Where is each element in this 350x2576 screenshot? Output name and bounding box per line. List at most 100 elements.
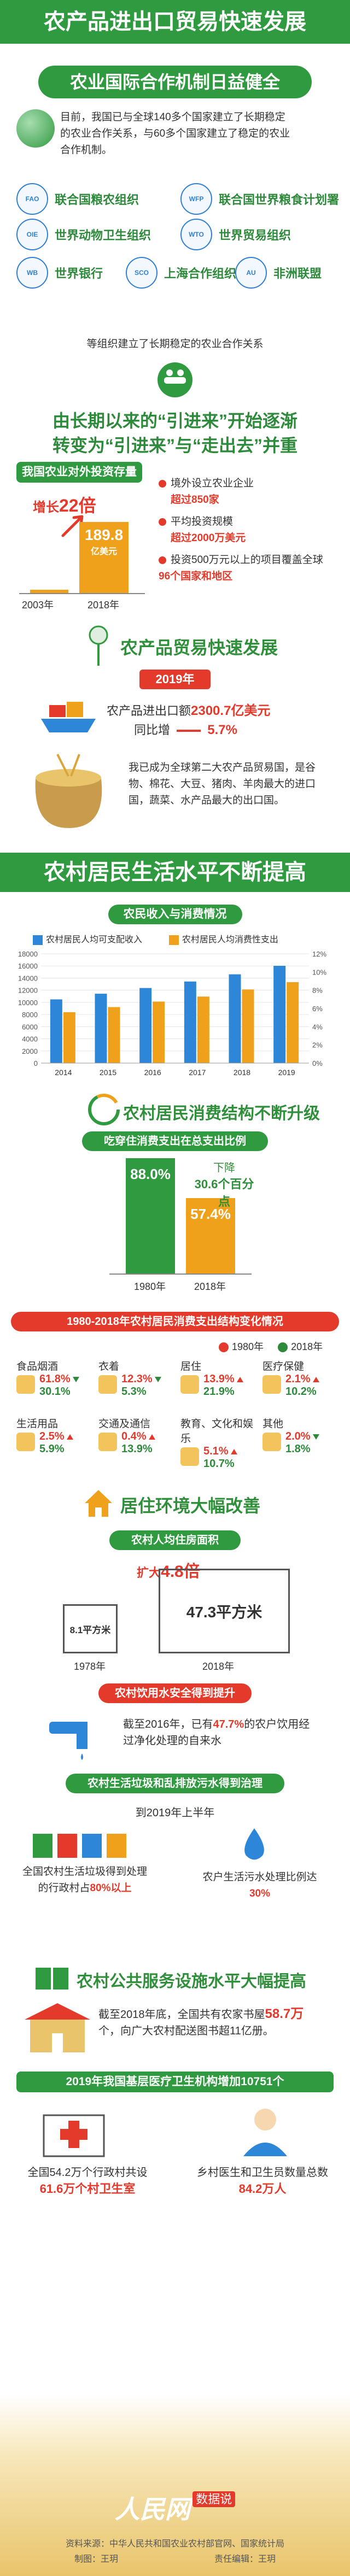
area-value-2018: 47.3平方米	[186, 1604, 262, 1621]
consumption-value-1980: 2.0%	[262, 1430, 345, 1443]
globe-icon	[16, 109, 55, 148]
legend-1980-swatch	[219, 1342, 229, 1353]
consumption-item: 生活用品 2.5% 5.9%	[16, 1416, 98, 1456]
org-name: 世界动物卫生组织	[55, 228, 151, 242]
medical-band: 2019年我国基层医疗卫生机构增加10751个	[16, 2072, 334, 2092]
bar	[153, 1001, 165, 1063]
consumption-value-1980: 0.4%	[98, 1430, 180, 1443]
waste-right-pre: 农户生活污水处理比例达	[202, 1871, 317, 1883]
consumption-value-2018: 30.1%	[39, 1386, 71, 1398]
living-ribbon: 农村居民生活水平不断提高	[0, 853, 350, 892]
trade-line-1-value: 2300.7亿美元	[191, 703, 271, 718]
org-name: 联合国世界粮食计划署	[219, 193, 340, 207]
medical-left-pre: 全国54.2万个行政村共设	[27, 2167, 148, 2179]
y-tick-right: 6%	[312, 1005, 323, 1013]
water-drop-icon	[244, 1828, 264, 1860]
y-tick-left: 2000	[22, 1047, 38, 1055]
change-legend: 1980年 2018年	[219, 1339, 323, 1353]
x-tick: 2015	[100, 1068, 116, 1077]
structure-title: 农村居民消费结构不断升级	[123, 1105, 320, 1123]
education-icon	[180, 1447, 199, 1466]
clinic-icon	[43, 2114, 105, 2157]
investment-unit-2018: 亿美元	[90, 547, 117, 556]
waste-right-text: 农户生活污水处理比例达 30%	[197, 1869, 323, 1902]
structure-bar-1980: 88.0%	[126, 1158, 175, 1274]
area-expand-label: 扩大	[137, 1566, 161, 1580]
home-icon	[82, 1487, 115, 1519]
medical-left-text: 全国54.2万个行政村共设 61.6万个村卫生室	[16, 2164, 159, 2198]
house-icon	[180, 1375, 199, 1394]
transition-line-1: 由长期以来的“引进来”开始逐渐	[52, 411, 298, 431]
structure-bar-2018: 57.4%	[186, 1198, 235, 1274]
y-tick-right: 12%	[312, 950, 326, 958]
legend-1980-label: 1980年	[232, 1341, 264, 1352]
medical-right-hl: 84.2万人	[238, 2182, 287, 2196]
water-text-hl: 47.7%	[213, 1718, 244, 1730]
structure-value-1980: 88.0%	[130, 1165, 171, 1182]
bullet-highlight: 超过2000万美元	[171, 532, 246, 544]
trade-line-1-label: 农产品进出口额	[107, 704, 191, 718]
consumption-item: 食品烟酒 61.8% 30.1%	[16, 1358, 98, 1398]
food-icon	[16, 1375, 35, 1394]
consumption-name: 居住	[180, 1361, 202, 1372]
income-chart: 0 2000 4000 6000 8000 10000 12000 14000 16000 180…	[18, 950, 327, 1077]
trade-line-2: 同比增 5.7%	[134, 720, 237, 738]
area-title: 农村人均住房面积	[109, 1530, 241, 1550]
consumption-name: 食品烟酒	[16, 1361, 59, 1372]
growth-value: 22倍	[59, 496, 96, 515]
org-name: 联合国粮农组织	[55, 193, 139, 207]
consumption-item: 衣着 12.3% 5.3%	[98, 1358, 180, 1398]
trade-line-2-label: 同比增	[134, 723, 171, 737]
footer-logo: 人民网 数据说	[0, 2490, 350, 2526]
other-icon	[262, 1433, 281, 1451]
consumption-name: 生活用品	[16, 1418, 59, 1430]
bar	[63, 1012, 75, 1063]
structure-baseline	[109, 1274, 252, 1275]
consumption-value-2018: 10.7%	[203, 1458, 235, 1470]
consumption-value-1980: 2.1%	[262, 1373, 345, 1386]
bar	[108, 1007, 120, 1063]
living-ribbon-title: 农村居民生活水平不断提高	[44, 860, 306, 884]
arrow-up-icon	[230, 1448, 237, 1454]
area-expand: 扩大4.8倍	[137, 1558, 200, 1582]
consumption-name: 教育、文化和娱乐	[180, 1418, 254, 1445]
org-logo-icon: WB	[16, 257, 48, 289]
y-tick-left: 0	[34, 1059, 38, 1067]
org-logo-icon: AU	[235, 257, 267, 289]
y-tick-left: 6000	[22, 1023, 38, 1031]
consumption-name: 医疗保健	[262, 1361, 305, 1372]
structure-year-2018: 2018年	[194, 1281, 226, 1292]
growth-text: 增长22倍	[33, 492, 96, 517]
org-logo-icon: FAO	[16, 183, 48, 215]
medical-right-pre: 乡村医生和卫生员数量总数	[197, 2167, 328, 2179]
medical-left-hl: 61.6万个村卫生室	[39, 2182, 136, 2196]
book-icon	[36, 1968, 68, 1990]
org-logo-icon: OIE	[16, 219, 48, 250]
arrow-up-icon	[236, 1376, 243, 1382]
legend-consume-label: 农村居民人均消费性支出	[182, 935, 278, 944]
water-text: 截至2016年，已有47.7%的农户饮用经过净化处理的自来水	[123, 1716, 314, 1749]
water-text-post: 的农户饮用经过净化处理的自来水	[123, 1718, 310, 1747]
bar	[50, 999, 62, 1063]
org-logo-icon: SCO	[126, 257, 158, 289]
consumption-name: 交通及通信	[98, 1418, 151, 1430]
bar	[242, 989, 254, 1063]
investment-bullet: 投资500万元以上的项目覆盖全球 96个国家和地区	[159, 552, 334, 585]
header-banner: 农产品进出口贸易快速发展	[0, 0, 350, 44]
coop-text: 目前，我国已与全球140多个国家建立了长期稳定的农业合作关系，与60多个国家建立…	[60, 112, 290, 156]
handshake-icon	[158, 362, 192, 397]
waste-left-pre: 全国农村生活垃圾得到处理的行政村占	[22, 1866, 147, 1894]
consumption-item: 居住 13.9% 21.9%	[180, 1358, 262, 1398]
footer-producer: 制图：王玥 责任编辑：王玥	[74, 2555, 276, 2564]
coop-footnote: 等组织建立了长期稳定的农业合作关系	[86, 338, 264, 350]
transport-icon	[98, 1433, 117, 1451]
investment-bullet: 平均投资规模 超过2000万美元	[159, 514, 334, 547]
org-item: AU 非洲联盟	[235, 257, 322, 289]
consumption-item: 交通及通信 0.4% 13.9%	[98, 1416, 180, 1456]
bar	[95, 994, 107, 1063]
y-tick-left: 4000	[22, 1035, 38, 1043]
trade-arrow-icon	[177, 730, 201, 732]
x-tick: 2014	[55, 1068, 72, 1077]
library-pre: 截至2018年底，全国共有农家书屋	[98, 2009, 265, 2021]
legend-2018-swatch	[278, 1342, 288, 1353]
